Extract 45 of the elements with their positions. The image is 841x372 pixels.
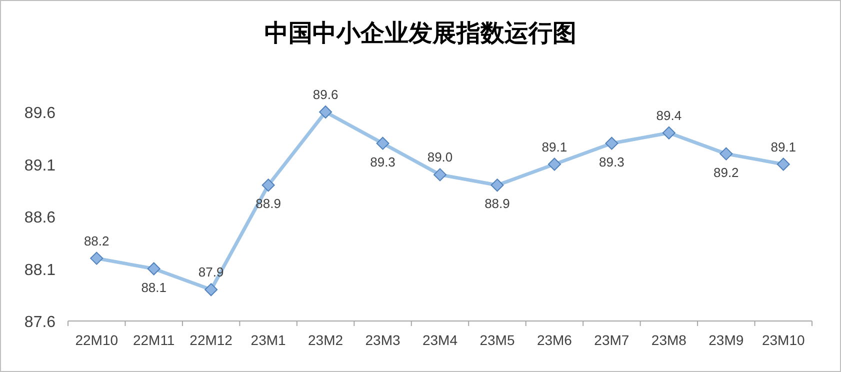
x-tick-label: 23M4 — [422, 332, 458, 348]
y-tick-label: 88.1 — [24, 262, 56, 279]
point — [434, 168, 446, 182]
point — [90, 252, 104, 265]
x-tick-label: 23M1 — [250, 332, 286, 348]
x-tick-label: 23M8 — [651, 332, 687, 348]
data-label: 89.4 — [656, 108, 682, 123]
data-label: 89.3 — [599, 154, 624, 170]
chart-title: 中国中小企业发展指数运行图 — [264, 20, 576, 47]
y-tick-label: 89.1 — [24, 157, 56, 174]
data-label: 88.1 — [141, 280, 166, 295]
x-tick-label: 23M7 — [594, 332, 630, 348]
data-label: 89.1 — [770, 139, 796, 154]
point — [262, 178, 275, 192]
x-tick-label: 22M11 — [132, 332, 175, 348]
x-tick-label: 22M10 — [75, 332, 118, 348]
x-tick-label: 23M9 — [708, 332, 744, 348]
data-label: 87.9 — [198, 264, 224, 280]
x-tick-label: 23M2 — [308, 332, 344, 348]
x-tick-label: 22M12 — [190, 332, 233, 348]
x-tick-label: 23M5 — [480, 332, 515, 348]
x-tick-label: 23M6 — [536, 332, 572, 348]
data-label: 89.6 — [312, 87, 338, 102]
x-tick-label: 23M10 — [762, 332, 805, 348]
point — [662, 126, 676, 140]
point — [776, 158, 790, 171]
point — [376, 136, 390, 150]
y-tick-label: 89.6 — [24, 105, 56, 122]
point — [605, 136, 618, 150]
data-label: 89.2 — [714, 164, 739, 180]
data-label: 88.2 — [84, 233, 110, 248]
data-label: 88.9 — [256, 196, 281, 212]
x-tick-label: 23M3 — [365, 332, 400, 348]
data-label: 89.1 — [542, 139, 568, 154]
y-tick-label: 87.6 — [24, 314, 56, 331]
data-label: 88.9 — [484, 196, 510, 212]
point — [490, 178, 504, 192]
point — [720, 147, 733, 160]
y-tick-label: 88.6 — [24, 210, 56, 226]
point — [204, 283, 218, 296]
point — [548, 158, 561, 171]
data-label: 89.0 — [427, 150, 453, 165]
point — [319, 106, 332, 118]
point — [147, 262, 160, 276]
data-label: 89.3 — [370, 154, 396, 170]
